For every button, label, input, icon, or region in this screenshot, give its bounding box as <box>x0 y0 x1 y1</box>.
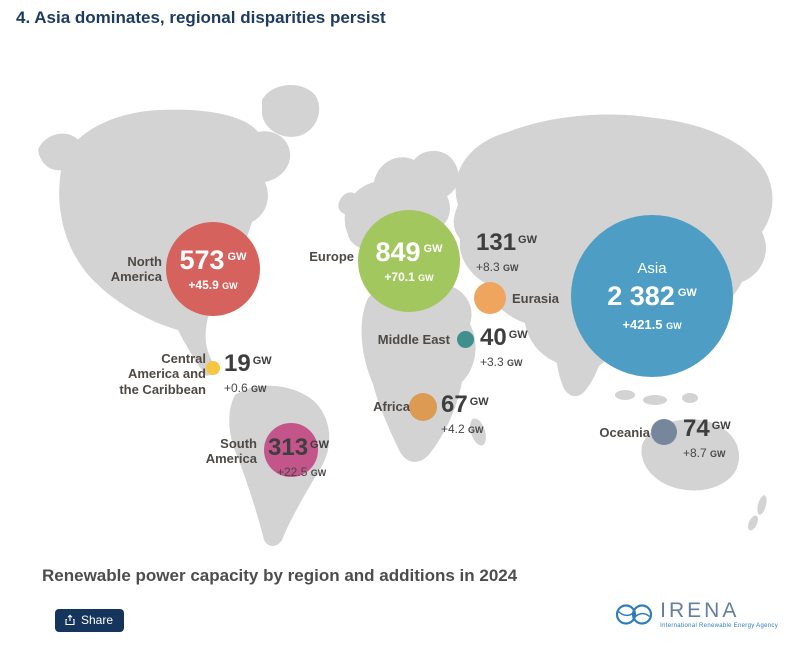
island-new-zealand-north <box>757 495 767 515</box>
continent-africa <box>361 278 476 462</box>
region-label: Central America and the Caribbean <box>119 351 206 397</box>
region-label: North America <box>110 254 162 285</box>
bubble-eurasia <box>474 282 506 314</box>
capacity-addition: +45.9 GW <box>188 277 238 292</box>
capacity-value: 2 382 GW <box>607 281 697 311</box>
island-madagascar <box>470 418 486 446</box>
continent-british-isles <box>338 192 360 215</box>
continent-alaska <box>38 133 82 171</box>
bubble-south-america <box>264 423 318 477</box>
island-japan <box>749 228 763 252</box>
bubble-europe: 849 GW +70.1 GW <box>358 210 460 312</box>
island-new-zealand-south <box>748 515 758 531</box>
capacity-addition: +70.1 GW <box>384 269 434 284</box>
share-button-label: Share <box>81 613 114 627</box>
irena-logo[interactable]: IRENA International Renewable Energy Age… <box>615 600 778 629</box>
island-sumatra <box>615 390 635 400</box>
continent-greenland <box>262 84 320 137</box>
irena-logo-icon <box>615 601 653 628</box>
capacity-addition: +421.5 GW <box>622 317 682 332</box>
region-label: Middle East <box>377 332 450 347</box>
irena-logo-name: IRENA <box>660 599 740 622</box>
region-label: Eurasia <box>512 291 559 306</box>
region-capacity: 40 GW +3.3 GW <box>480 324 528 370</box>
island-new-guinea <box>682 393 698 403</box>
share-icon <box>64 614 76 626</box>
region-capacity: 313 GW +22.5 GW <box>268 434 329 480</box>
capacity-value: 573 GW <box>179 244 247 275</box>
page-title: 4. Asia dominates, regional disparities … <box>16 8 386 27</box>
region-label: Europe <box>309 249 354 264</box>
bubble-north-america: 573 GW +45.9 GW <box>166 222 260 316</box>
island-borneo <box>643 395 667 405</box>
region-capacity: 131 GW +8.3 GW <box>476 229 537 275</box>
region-label: Oceania <box>599 425 650 440</box>
region-label: Asia <box>637 260 667 277</box>
region-capacity: 67 GW +4.2 GW <box>441 391 489 437</box>
bubble-asia: Asia 2 382 GW +421.5 GW <box>571 215 733 377</box>
region-label: South America <box>205 436 257 467</box>
chart-caption: Renewable power capacity by region and a… <box>42 566 518 585</box>
region-capacity: 19 GW +0.6 GW <box>224 350 272 396</box>
bubble-middle-east <box>457 331 474 348</box>
bubble-africa <box>409 393 437 421</box>
capacity-value: 849 GW <box>375 236 443 267</box>
bubble-central-america <box>206 361 220 375</box>
irena-logo-subtitle: International Renewable Energy Agency <box>660 623 778 629</box>
bubble-oceania <box>651 419 677 445</box>
region-capacity: 74 GW +8.7 GW <box>683 415 731 461</box>
share-button[interactable]: Share <box>55 609 125 632</box>
region-label: Africa <box>373 399 410 414</box>
